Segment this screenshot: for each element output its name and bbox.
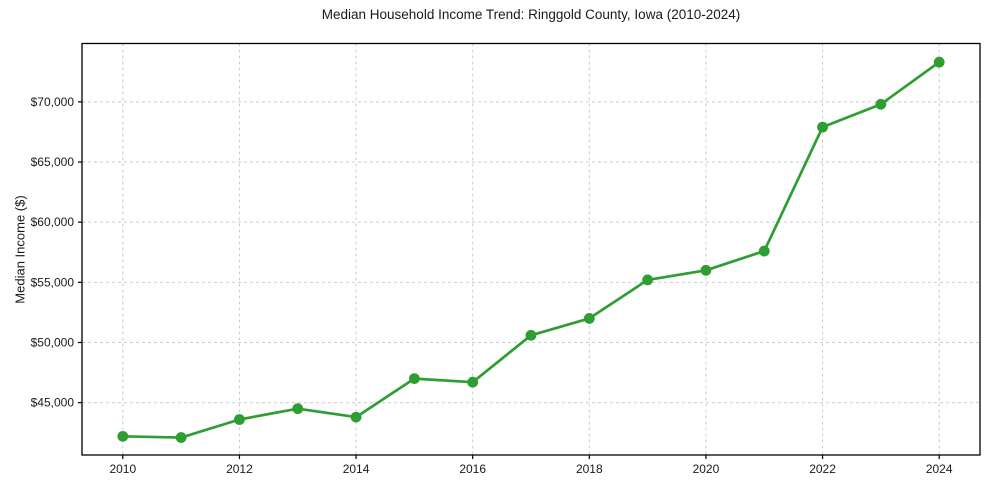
data-point [875, 98, 887, 110]
data-point [933, 56, 945, 68]
y-tick-label: $60,000 [31, 215, 75, 229]
y-axis-label: Median Income ($) [12, 195, 28, 304]
data-point [234, 414, 245, 425]
data-point [758, 245, 770, 257]
data-point [350, 411, 362, 423]
x-tick-label: 2018 [576, 462, 603, 476]
x-tick-label: 2020 [693, 462, 720, 476]
data-point [175, 432, 187, 443]
x-tick-label: 2012 [226, 462, 253, 476]
x-tick-label: 2016 [459, 462, 486, 476]
y-tick-label: $70,000 [31, 95, 75, 109]
data-point [642, 274, 654, 286]
trend-line [121, 60, 941, 439]
y-tick-label: $50,000 [31, 335, 75, 349]
x-tick-label: 2010 [109, 462, 136, 476]
x-tick-label: 2024 [926, 462, 953, 476]
x-tick-label: 2014 [343, 462, 370, 476]
data-point [817, 121, 828, 133]
data-point [700, 264, 712, 276]
data-point [292, 403, 304, 415]
plot-border [81, 42, 981, 456]
data-point [408, 373, 420, 384]
data-point [467, 376, 479, 388]
y-tick-label: $65,000 [31, 155, 75, 169]
data-point [525, 329, 537, 341]
x-tick-label: 2022 [809, 462, 836, 476]
data-point [583, 313, 595, 324]
y-tick-label: $55,000 [31, 275, 75, 289]
y-tick-label: $45,000 [31, 396, 75, 410]
data-point [117, 430, 129, 442]
chart-title: Median Household Income Trend: Ringgold … [321, 7, 741, 22]
